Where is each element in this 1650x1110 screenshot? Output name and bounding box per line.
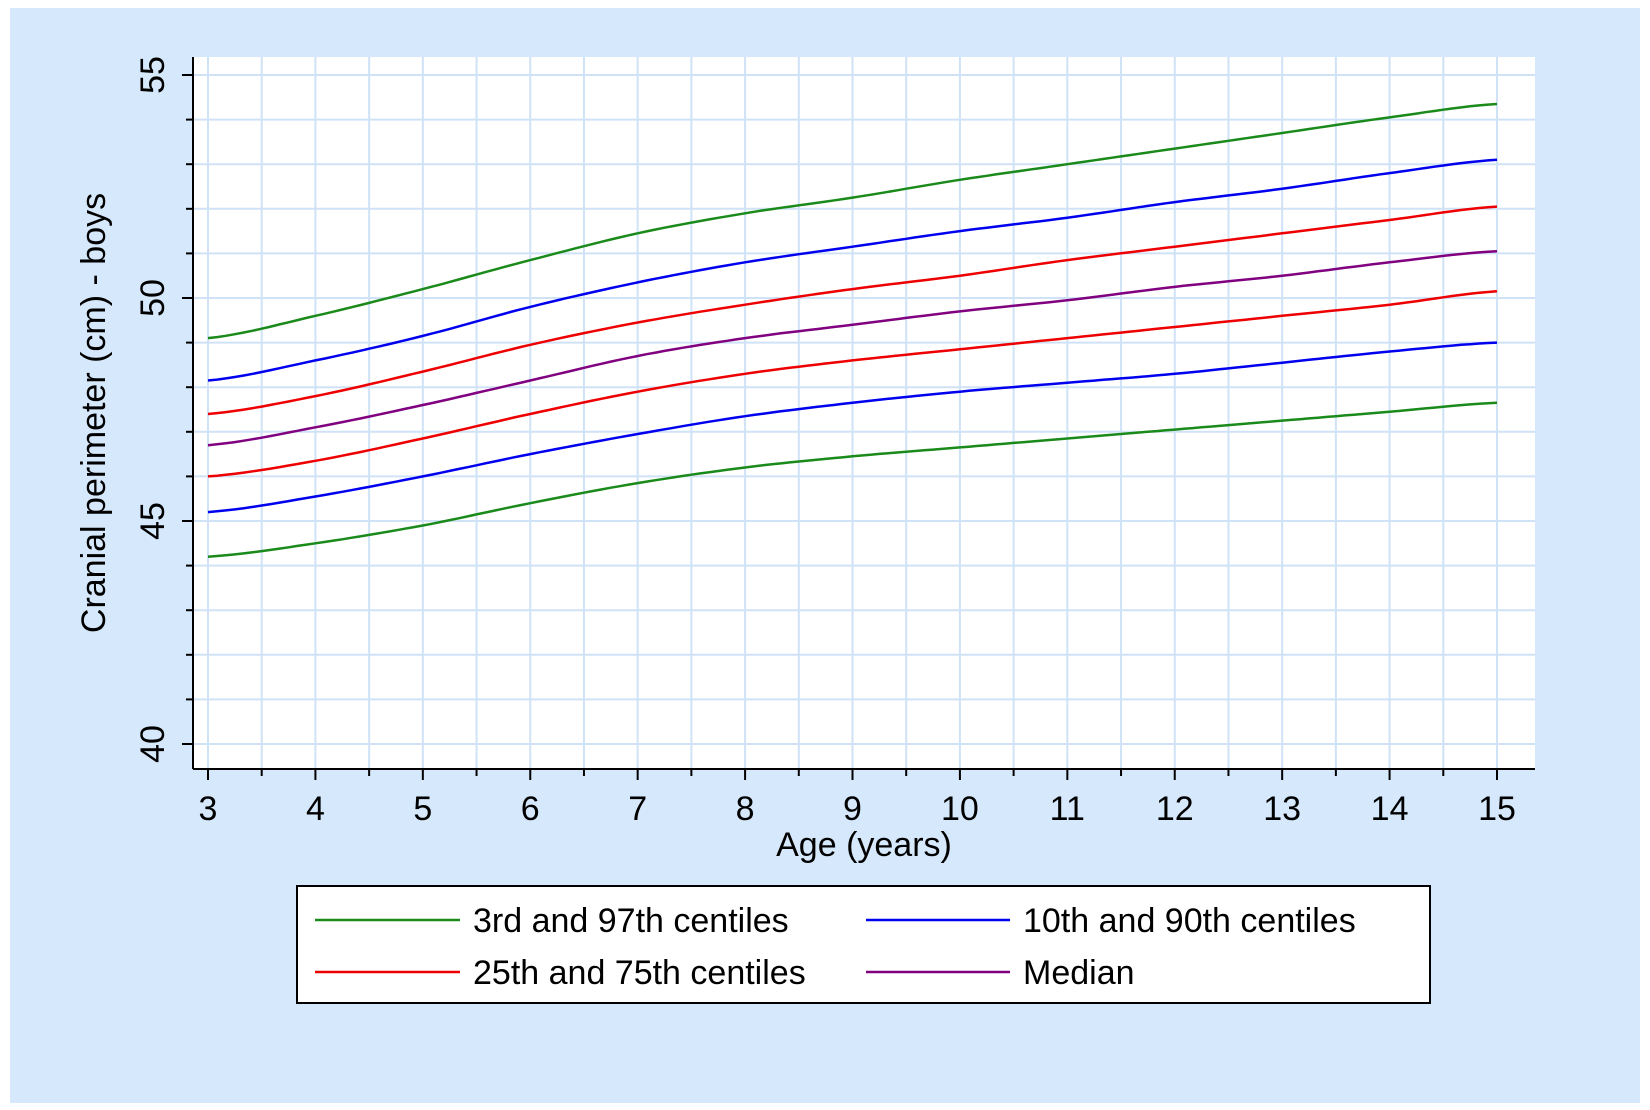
y-tick-label: 50 [134,279,172,317]
y-tick-label: 55 [134,56,172,94]
series-line-5 [207,158,1498,382]
series-line-2 [207,290,1498,478]
legend-label-3rd-97th: 3rd and 97th centiles [473,902,789,940]
series-lines [207,102,1498,558]
legend: 3rd and 97th centiles 10th and 90th cent… [296,885,1431,1004]
x-tick-label: 10 [941,790,979,828]
axes [192,57,1535,770]
chart-background: 3 4 5 6 7 8 9 10 11 12 13 14 15 40 45 50 55 Age (years) … [10,8,1640,1103]
plot-area [193,57,1535,769]
x-tick-label: 8 [736,790,755,828]
series-line-6 [207,102,1498,340]
legend-label-median: Median [1023,954,1135,992]
x-tick-label: 13 [1263,790,1301,828]
y-tick-label: 45 [134,502,172,540]
series-line-4 [207,205,1498,416]
x-axis-title: Age (years) [776,826,952,864]
series-line-1 [207,341,1498,514]
legend-label-10th-90th: 10th and 90th centiles [1023,902,1356,940]
x-tick-label: 3 [199,790,218,828]
legend-label-25th-75th: 25th and 75th centiles [473,954,806,992]
y-axis-title: Cranial perimeter (cm) - boys [75,193,113,633]
x-tick-label: 9 [843,790,862,828]
x-tick-label: 6 [521,790,540,828]
legend-box [296,885,1431,1004]
x-tick-label: 4 [306,790,325,828]
y-tick-label: 40 [134,725,172,763]
x-tick-label: 11 [1050,790,1085,828]
x-tick-label: 5 [413,790,432,828]
x-tick-label: 7 [628,790,647,828]
x-tick-label: 12 [1156,790,1194,828]
x-tick-label: 15 [1478,790,1516,828]
grid [193,57,1535,769]
series-line-3 [207,249,1498,447]
series-line-0 [207,401,1498,558]
x-tick-label: 14 [1371,790,1409,828]
